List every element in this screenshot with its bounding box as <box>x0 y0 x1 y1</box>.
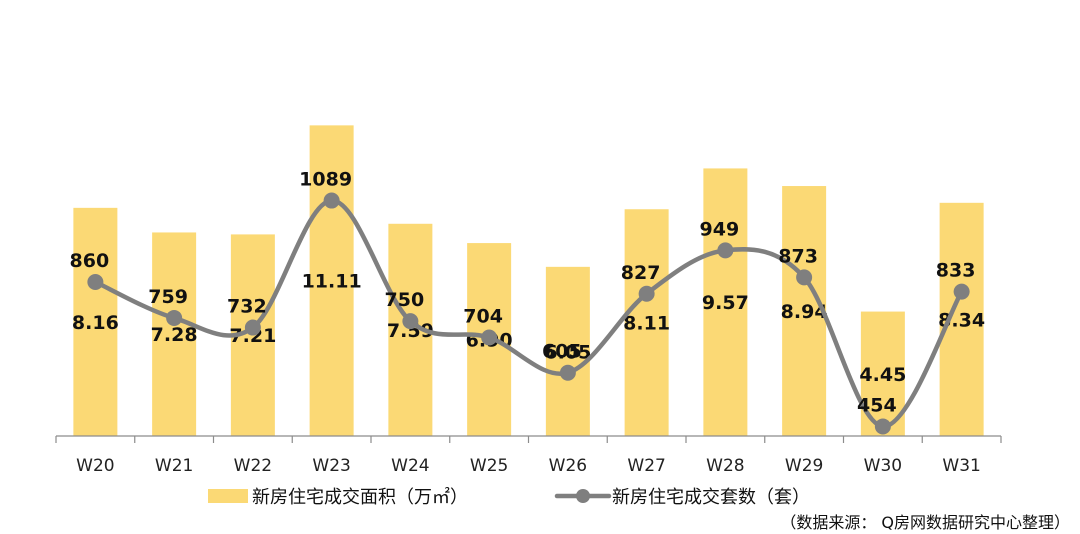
legend-bar-label: 新房住宅成交面积（万㎡） <box>252 486 468 508</box>
series-line <box>93 198 964 429</box>
bar-label-W29: 8.94 <box>781 301 828 323</box>
x-tick-label-W27: W27 <box>627 456 665 476</box>
line-label-W28: 949 <box>700 218 740 240</box>
x-tick-label-W26: W26 <box>549 456 587 476</box>
x-tick-label-W29: W29 <box>785 456 823 476</box>
x-tick-label-W22: W22 <box>234 456 272 476</box>
line-point-W23 <box>323 192 340 209</box>
line-label-W29: 873 <box>778 245 818 267</box>
bar-W20 <box>73 207 118 436</box>
x-tick-label-W20: W20 <box>76 456 114 476</box>
bar-label-W21: 7.28 <box>151 324 198 346</box>
legend-bar-swatch <box>208 489 248 503</box>
bar-label-W24: 7.59 <box>387 320 434 342</box>
line-label-W24: 750 <box>385 289 425 311</box>
line-point-W26 <box>559 364 576 381</box>
line-label-W25: 704 <box>463 306 503 328</box>
bar-label-W23: 11.11 <box>302 271 362 293</box>
line-label-W30: 454 <box>857 394 897 416</box>
bar-W29 <box>782 186 827 436</box>
line-label-W20: 860 <box>70 250 110 272</box>
x-tick-label-W21: W21 <box>155 456 193 476</box>
x-tick-label-W24: W24 <box>391 456 429 476</box>
line-label-W21: 759 <box>148 286 188 308</box>
line-label-W31: 833 <box>936 260 976 282</box>
line-points-group <box>87 192 970 435</box>
legend: 新房住宅成交面积（万㎡） 新房住宅成交套数（套） <box>208 486 810 508</box>
line-point-W21 <box>166 309 183 326</box>
bar-label-W20: 8.16 <box>72 312 119 334</box>
line-point-W25 <box>481 329 498 346</box>
x-tick-label-W28: W28 <box>706 456 744 476</box>
x-tick-labels-group: W20 W21 W22 W23 W24 W25 W26 W27 W28 W29 W30 W31 <box>76 456 981 476</box>
line-point-W20 <box>87 274 104 291</box>
bar-label-W26: 6.05 <box>544 341 591 363</box>
line-point-W28 <box>717 242 734 259</box>
x-tick-label-W23: W23 <box>312 456 350 476</box>
source-note: （数据来源： Q房网数据研究中心整理） <box>780 513 1070 532</box>
bar-W26 <box>545 266 590 436</box>
x-tick-label-W30: W30 <box>864 456 902 476</box>
line-labels-group: 860 759 732 1089 750 704 605 827 949 873 454 833 <box>70 169 976 417</box>
x-ticks-group <box>55 436 1002 443</box>
line-label-W22: 732 <box>227 296 267 318</box>
bar-W21 <box>152 232 197 436</box>
line-label-W26: 605 <box>542 341 582 363</box>
bar-W27 <box>624 209 669 436</box>
line-point-W24 <box>402 313 419 330</box>
bar-label-W22: 7.21 <box>229 325 276 347</box>
legend-line-label: 新房住宅成交套数（套） <box>612 487 810 508</box>
bar-label-W27: 8.11 <box>623 313 670 335</box>
x-tick-label-W25: W25 <box>470 456 508 476</box>
line-label-W27: 827 <box>621 262 661 284</box>
line-point-W29 <box>796 269 813 286</box>
x-tick-label-W31: W31 <box>942 456 980 476</box>
line-label-W23: 1089 <box>299 169 352 191</box>
bar-label-W28: 9.57 <box>702 292 749 314</box>
line-point-W27 <box>638 285 655 302</box>
bar-W23 <box>309 125 354 436</box>
bar-W28 <box>703 168 748 437</box>
bars-group <box>73 125 984 437</box>
bar-label-W30: 4.45 <box>859 364 906 386</box>
legend-line-marker <box>576 489 590 503</box>
line-point-W30 <box>874 418 891 435</box>
line-point-W31 <box>953 283 970 300</box>
line-point-W22 <box>244 319 261 336</box>
